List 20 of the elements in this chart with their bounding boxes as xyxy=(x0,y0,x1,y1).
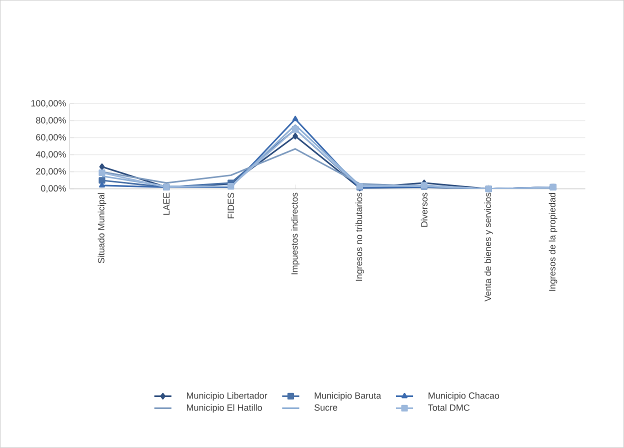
legend-label: Municipio Baruta xyxy=(314,392,382,401)
y-tick-label: 40,00% xyxy=(36,151,66,159)
legend-label: Municipio El Hatillo xyxy=(186,404,262,413)
y-tick-label: 0,00% xyxy=(41,185,66,193)
x-tick-label: Impuestos indirectos xyxy=(291,192,300,274)
x-tick-label: LAEE xyxy=(163,192,170,215)
y-tick-label: 60,00% xyxy=(36,134,66,142)
x-tick-label: Situado Municipal xyxy=(98,193,106,264)
legend-label: Municipio Chacao xyxy=(428,392,500,401)
x-tick-label: Venta de bienes y servicios xyxy=(484,192,493,302)
x-tick-label: FIDES xyxy=(228,192,234,218)
y-tick-label: 100,00% xyxy=(31,100,66,108)
x-tick-label: Ingresos de la propiedad xyxy=(548,193,558,291)
y-tick-label: 80,00% xyxy=(36,117,66,125)
legend-label: Municipio Libertador xyxy=(186,392,268,401)
x-tick-label: Ingresos no tributarios xyxy=(356,192,364,281)
legend-label: Total DMC xyxy=(428,404,470,411)
y-tick-label: 20,00% xyxy=(36,168,66,176)
legend-label: Sucre xyxy=(314,404,338,411)
x-tick-label: Diversos xyxy=(420,192,428,227)
